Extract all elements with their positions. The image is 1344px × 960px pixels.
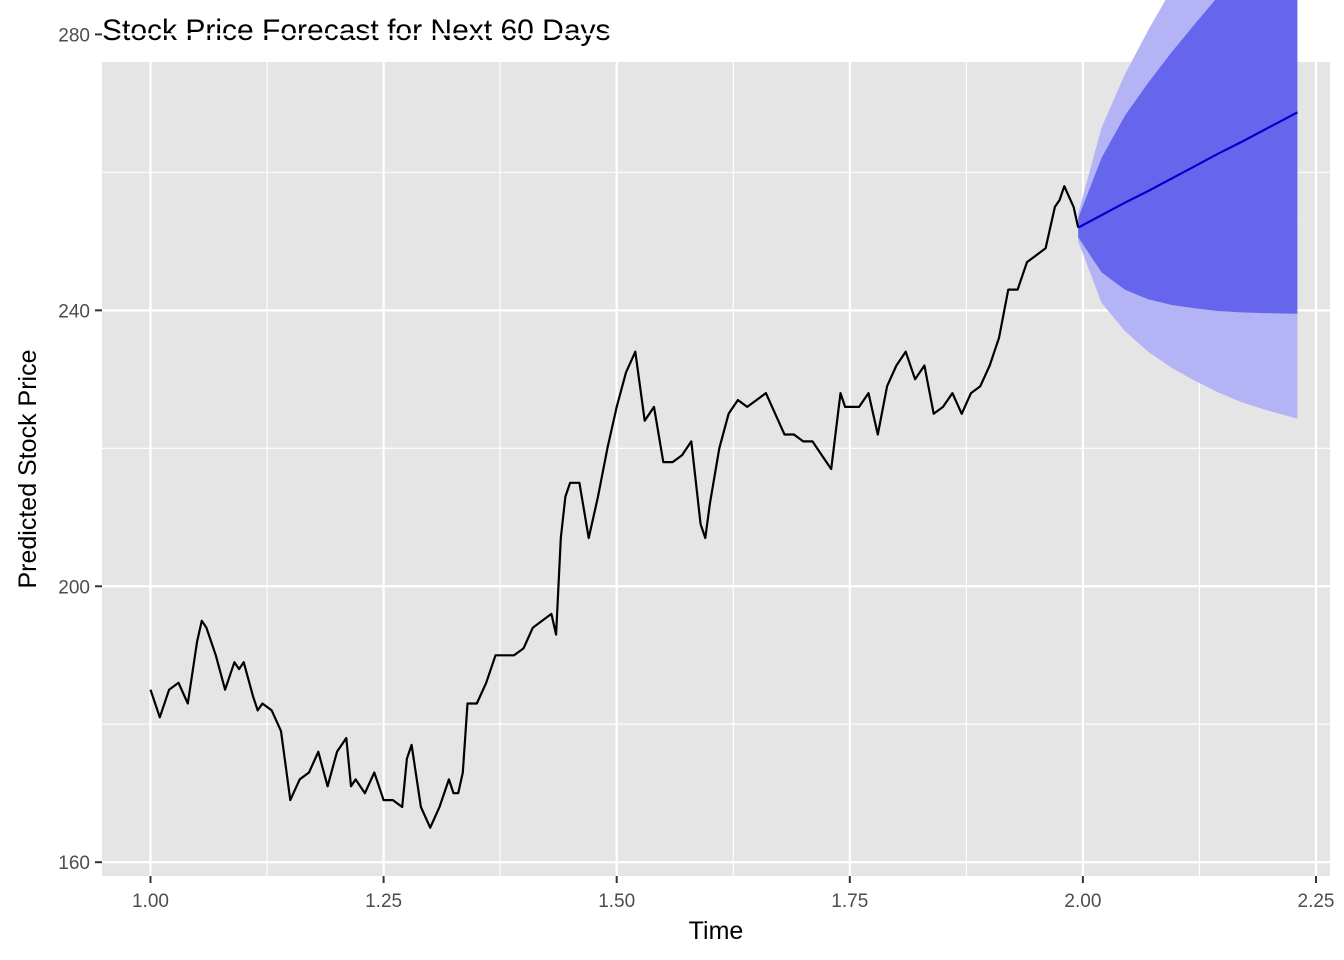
prediction-band-80 xyxy=(1078,0,1298,314)
x-tick-label: 2.00 xyxy=(1064,891,1101,912)
x-tick-label: 1.75 xyxy=(831,891,868,912)
history-series-line xyxy=(149,185,1080,829)
x-axis: 1.00 1.25 1.50 1.75 2.00 2.25 xyxy=(132,876,1335,912)
major-gridlines xyxy=(102,33,1330,876)
y-tick-label: 240 xyxy=(58,301,90,322)
minor-gridlines xyxy=(102,62,1330,876)
x-tick-label: 1.25 xyxy=(365,891,402,912)
y-tick-label: 160 xyxy=(58,853,90,874)
y-tick-label: 200 xyxy=(58,577,90,598)
y-axis: 160 200 240 280 xyxy=(58,25,102,874)
x-tick-label: 1.00 xyxy=(132,891,169,912)
y-axis-title: Predicted Stock Price xyxy=(14,350,42,589)
y-tick-label: 280 xyxy=(58,25,90,46)
forecast-intervals xyxy=(1078,0,1298,419)
x-tick-label: 1.50 xyxy=(598,891,635,912)
x-axis-title: Time xyxy=(689,917,744,945)
x-tick-label: 2.25 xyxy=(1298,891,1335,912)
chart-title: Stock Price Forecast for Next 60 Days xyxy=(102,14,611,47)
forecast-mean-line xyxy=(1077,111,1298,229)
